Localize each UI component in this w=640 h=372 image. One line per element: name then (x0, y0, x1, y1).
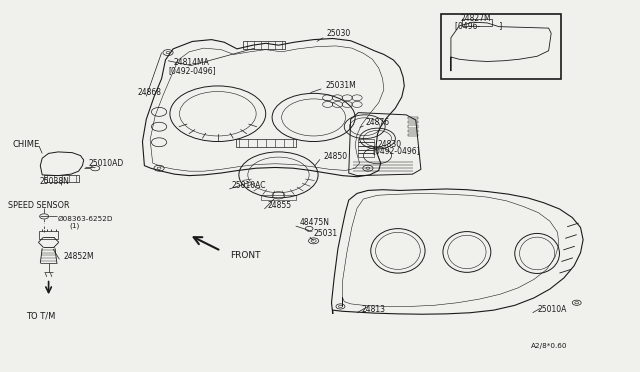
Text: 48475N: 48475N (300, 218, 330, 227)
Text: [0496-        ]: [0496- ] (456, 21, 502, 31)
Bar (261, 195, 296, 200)
Text: 25010A: 25010A (537, 305, 566, 314)
Bar (236, 139, 296, 147)
Bar (358, 150, 374, 153)
Bar (243, 41, 285, 49)
Bar (408, 121, 418, 124)
Text: TO T/M: TO T/M (26, 311, 56, 320)
Bar (44, 175, 79, 182)
Bar (358, 153, 374, 157)
Text: SPEED SENSOR: SPEED SENSOR (8, 201, 70, 210)
Text: 25038N: 25038N (39, 177, 69, 186)
Bar (358, 142, 374, 146)
Text: 25031: 25031 (314, 229, 338, 238)
Bar (408, 117, 418, 119)
Bar (462, 19, 492, 26)
Bar (39, 231, 58, 238)
Text: 24813: 24813 (362, 305, 385, 314)
Text: 25030: 25030 (326, 29, 351, 38)
Text: (1): (1) (70, 222, 80, 229)
Text: 24830: 24830 (378, 140, 402, 149)
Text: 24876: 24876 (366, 118, 390, 127)
Text: 24850: 24850 (323, 152, 348, 161)
Bar (442, 14, 561, 78)
Text: 24827M: 24827M (461, 14, 491, 23)
Text: 24855: 24855 (268, 201, 292, 210)
Text: 24814MA: 24814MA (173, 58, 209, 67)
Text: 24868: 24868 (138, 88, 162, 97)
Text: 24852M: 24852M (63, 252, 94, 261)
Bar (408, 125, 418, 128)
Text: CHIME: CHIME (12, 140, 40, 149)
Text: 25031M: 25031M (325, 81, 356, 90)
Text: A2/8*0.60: A2/8*0.60 (531, 343, 567, 349)
Bar (408, 134, 418, 136)
Bar (408, 129, 418, 132)
Text: 25010AC: 25010AC (232, 181, 266, 190)
Bar (358, 146, 374, 150)
Text: Ø08363-6252D: Ø08363-6252D (58, 217, 114, 222)
Text: [0492-0496]: [0492-0496] (372, 147, 420, 155)
Bar (358, 138, 374, 142)
Text: 25010AD: 25010AD (89, 159, 124, 168)
Text: [0492-0496]: [0492-0496] (168, 66, 216, 75)
Text: FRONT: FRONT (230, 251, 261, 260)
